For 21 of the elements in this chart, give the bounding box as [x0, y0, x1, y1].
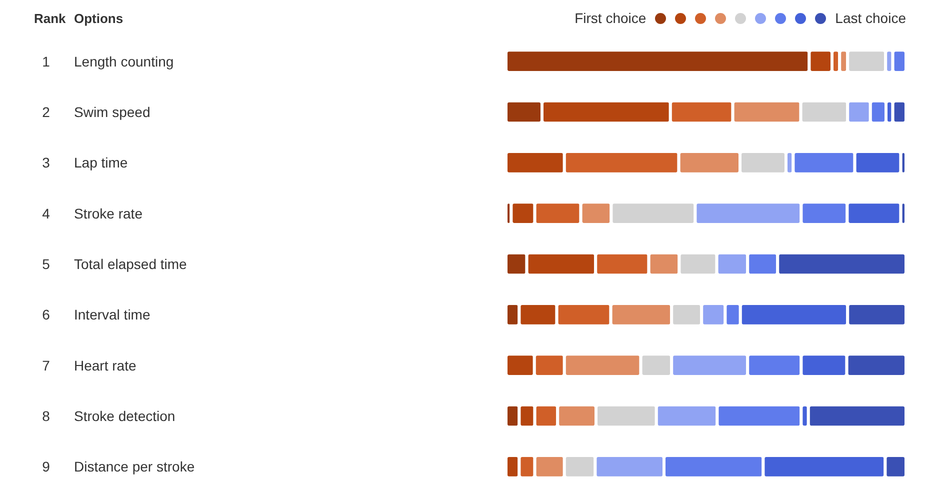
y-tick-label: Heart rate [74, 357, 136, 374]
y-tick-label: Interval time [74, 306, 150, 323]
text: 4 [42, 205, 50, 222]
text: 6 [42, 306, 50, 323]
y-tick-label: Stroke rate [74, 205, 143, 222]
color-scale: First choice Last choice [574, 10, 906, 26]
y-tick-label: Swim speed [74, 104, 150, 120]
text: Options [74, 11, 124, 26]
text: Rank [34, 11, 66, 26]
y-tick-label: Total elapsed time [74, 256, 188, 272]
text: 5 [42, 256, 50, 272]
y-tick-label: Stroke detection [74, 408, 176, 424]
y-tick-label: Lap time [74, 154, 128, 171]
text: 2 [42, 104, 50, 120]
text: 1 [42, 53, 50, 70]
y-tick-label: Distance per stroke [74, 458, 195, 475]
text: 9 [42, 458, 50, 475]
y-tick-label: Length counting [74, 53, 174, 70]
text: 7 [42, 357, 50, 374]
text: 3 [42, 154, 50, 171]
text: 8 [42, 408, 50, 424]
